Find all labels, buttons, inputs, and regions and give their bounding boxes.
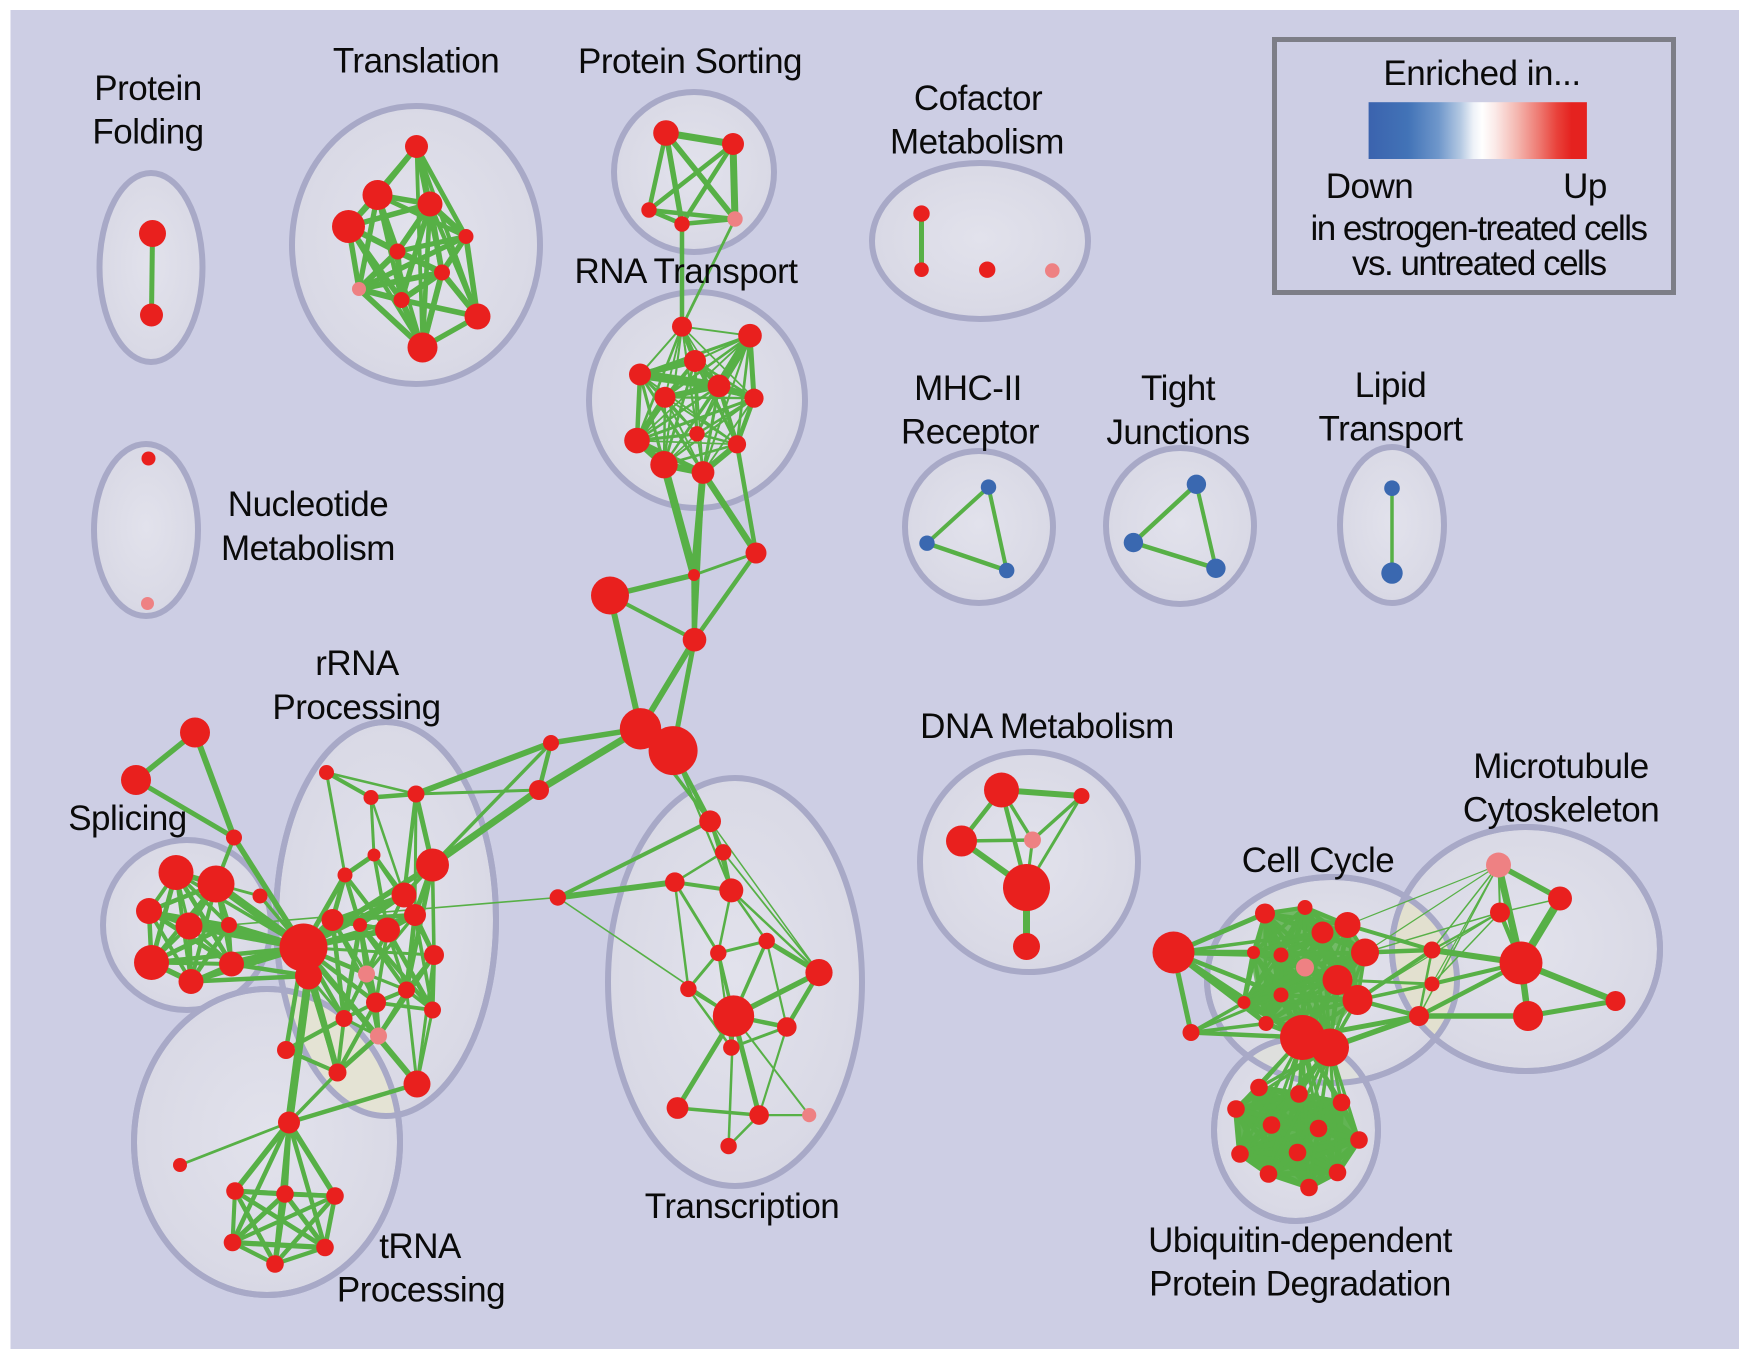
svg-text:Ubiquitin-dependent: Ubiquitin-dependent xyxy=(1148,1221,1453,1260)
svg-text:Down: Down xyxy=(1326,167,1413,206)
svg-text:Junctions: Junctions xyxy=(1106,413,1249,452)
svg-text:vs. untreated cells: vs. untreated cells xyxy=(1352,244,1607,283)
svg-text:RNA Transport: RNA Transport xyxy=(574,252,798,291)
svg-text:Cofactor: Cofactor xyxy=(914,79,1043,118)
svg-text:MHC-II: MHC-II xyxy=(914,369,1022,408)
svg-text:Processing: Processing xyxy=(337,1271,505,1310)
svg-text:Transport: Transport xyxy=(1319,410,1464,449)
svg-text:Cytoskeleton: Cytoskeleton xyxy=(1463,791,1659,830)
svg-text:tRNA: tRNA xyxy=(379,1227,462,1266)
svg-text:in estrogen-treated cells: in estrogen-treated cells xyxy=(1310,209,1647,248)
svg-text:Enriched in...: Enriched in... xyxy=(1383,54,1580,93)
svg-text:rRNA: rRNA xyxy=(315,644,400,683)
svg-text:Translation: Translation xyxy=(333,42,499,81)
svg-text:Transcription: Transcription xyxy=(645,1187,840,1226)
svg-text:Processing: Processing xyxy=(272,688,440,727)
svg-text:Splicing: Splicing xyxy=(68,799,187,838)
svg-text:Nucleotide: Nucleotide xyxy=(228,485,388,524)
svg-text:Lipid: Lipid xyxy=(1355,366,1426,405)
svg-text:DNA Metabolism: DNA Metabolism xyxy=(920,707,1174,746)
svg-text:Cell Cycle: Cell Cycle xyxy=(1242,841,1395,880)
svg-text:Receptor: Receptor xyxy=(901,413,1040,452)
svg-text:Protein Sorting: Protein Sorting xyxy=(578,42,802,81)
svg-text:Microtubule: Microtubule xyxy=(1473,747,1648,786)
svg-text:Folding: Folding xyxy=(92,113,203,152)
svg-text:Metabolism: Metabolism xyxy=(890,123,1064,162)
svg-text:Protein: Protein xyxy=(94,69,201,108)
svg-text:Tight: Tight xyxy=(1141,369,1216,408)
svg-text:Up: Up xyxy=(1563,167,1607,206)
svg-text:Protein Degradation: Protein Degradation xyxy=(1149,1265,1451,1304)
svg-text:Metabolism: Metabolism xyxy=(221,529,395,568)
